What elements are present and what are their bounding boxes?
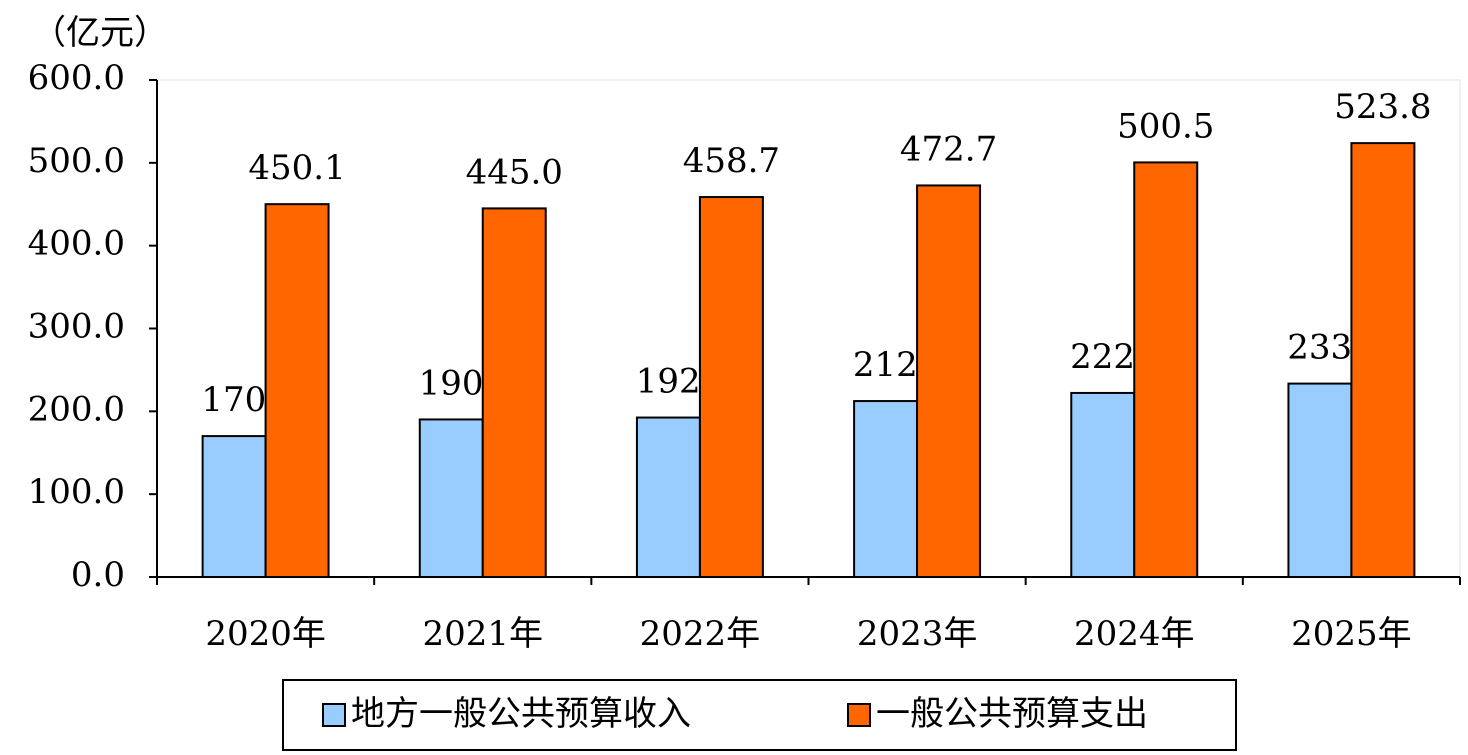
x-tick-label: 2023年 xyxy=(857,614,978,654)
value-label: 445.0 xyxy=(466,152,563,192)
bar xyxy=(1070,391,1136,578)
value-label: 458.7 xyxy=(683,141,780,181)
plot-border xyxy=(156,79,1461,578)
y-tick-label: 300.0 xyxy=(28,307,125,347)
legend-marker xyxy=(322,703,346,727)
x-tick-label: 2020年 xyxy=(205,614,326,654)
value-label: 500.5 xyxy=(1117,106,1214,146)
y-tick-label: 400.0 xyxy=(28,224,125,264)
legend-box xyxy=(282,679,1237,751)
bar xyxy=(418,418,484,578)
y-tick-label: 100.0 xyxy=(28,472,125,512)
bar xyxy=(264,203,330,578)
value-label: 523.8 xyxy=(1334,87,1431,127)
bar xyxy=(1350,142,1416,579)
y-tick-label: 500.0 xyxy=(28,141,125,181)
bar xyxy=(1287,382,1353,578)
value-label: 450.1 xyxy=(248,148,345,188)
legend-label: 地方一般公共预算收入 xyxy=(351,694,691,734)
value-label: 472.7 xyxy=(900,129,997,169)
y-axis-label: （亿元） xyxy=(32,13,168,53)
x-tick-label: 2024年 xyxy=(1074,614,1195,654)
bar xyxy=(698,196,764,579)
bar xyxy=(916,184,982,578)
legend-label: 一般公共预算支出 xyxy=(876,694,1148,734)
legend-marker xyxy=(847,703,871,727)
y-tick-label: 600.0 xyxy=(28,58,125,98)
y-tick-label: 0.0 xyxy=(71,555,125,595)
bar xyxy=(635,416,701,578)
y-tick-label: 200.0 xyxy=(28,389,125,429)
x-tick-label: 2025年 xyxy=(1291,614,1412,654)
bar xyxy=(481,207,547,578)
bar xyxy=(1133,161,1199,579)
bar xyxy=(201,435,267,578)
x-tick-label: 2022年 xyxy=(640,614,761,654)
bar xyxy=(853,400,919,579)
x-tick-label: 2021年 xyxy=(422,614,543,654)
